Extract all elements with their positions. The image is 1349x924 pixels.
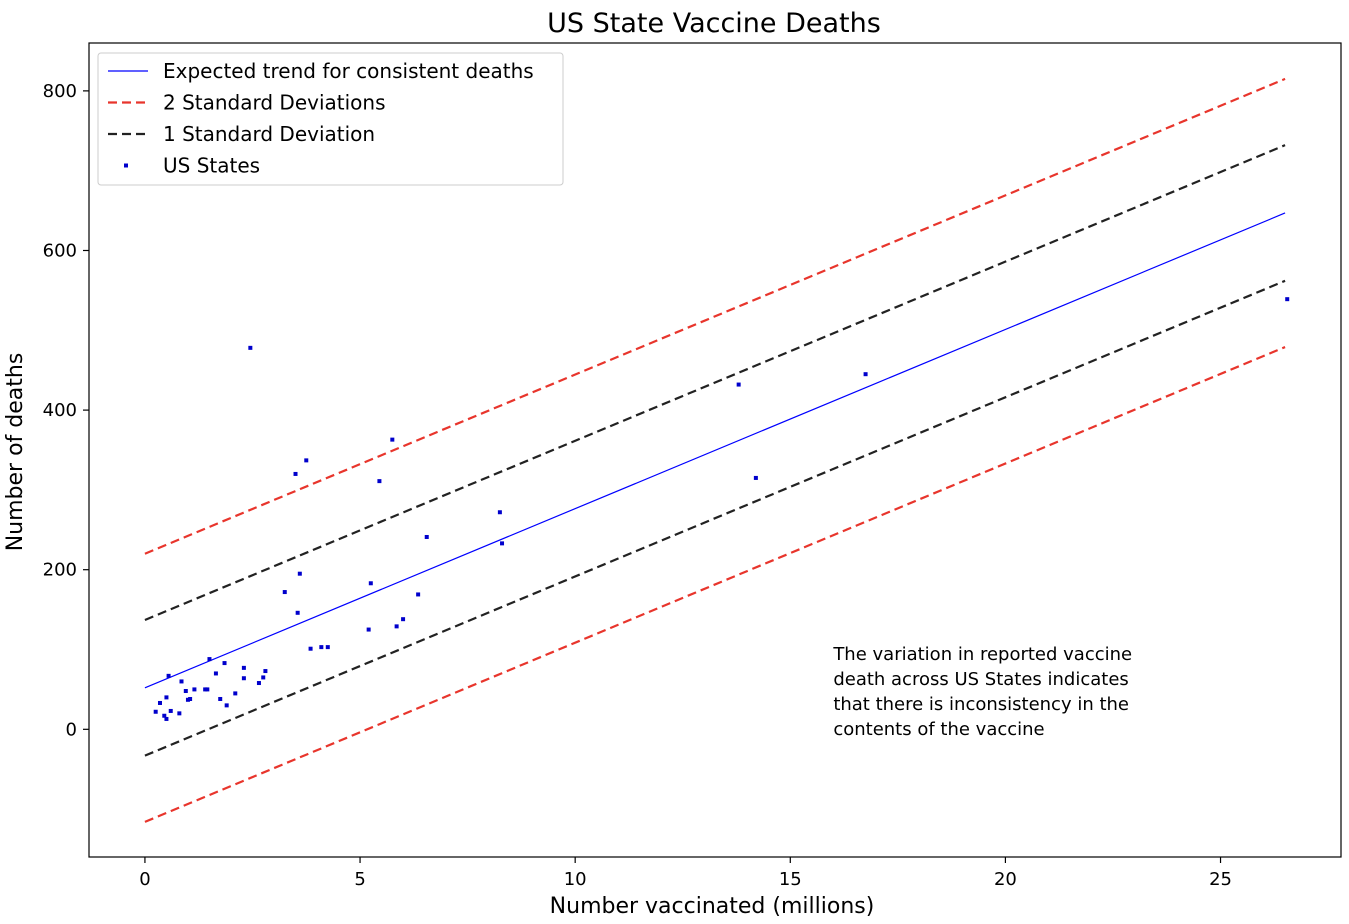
- state-point: [153, 709, 158, 714]
- chart-title: US State Vaccine Deaths: [547, 8, 881, 39]
- y-tick-label: 200: [43, 560, 77, 581]
- state-point: [1285, 297, 1290, 302]
- state-point: [390, 437, 395, 442]
- state-point: [192, 687, 197, 692]
- legend-swatch-point: [124, 163, 128, 168]
- state-points: [153, 297, 1290, 721]
- state-point: [185, 697, 190, 702]
- state-point: [261, 675, 266, 680]
- state-point: [304, 458, 309, 463]
- legend: Expected trend for consistent deaths 2 St…: [97, 52, 564, 186]
- state-point: [241, 676, 246, 681]
- state-point: [863, 372, 868, 377]
- state-point: [736, 382, 741, 387]
- x-tick-label: 25: [1209, 869, 1232, 890]
- y-tick-label: 400: [43, 400, 77, 421]
- state-point: [319, 645, 324, 650]
- state-point: [497, 510, 502, 515]
- state-point: [241, 665, 246, 670]
- annotation-line: The variation in reported vaccine: [832, 644, 1132, 665]
- state-point: [500, 541, 505, 546]
- x-tick-label: 5: [354, 869, 365, 890]
- series-line-1: [144, 77, 1286, 555]
- annotation-line: contents of the vaccine: [833, 719, 1044, 740]
- state-point: [222, 661, 227, 666]
- state-point: [203, 687, 208, 692]
- state-point: [188, 696, 193, 701]
- trend-lines: [144, 77, 1286, 823]
- y-axis-ticks: 0 200 400 600 800: [43, 81, 89, 740]
- series-line-0: [144, 212, 1286, 689]
- state-point: [157, 700, 162, 705]
- legend-label: US States: [163, 154, 260, 178]
- x-axis-ticks: 0 5 10 15 20 25: [139, 857, 1232, 890]
- y-tick-label: 800: [43, 81, 77, 102]
- series-line-3: [144, 144, 1286, 621]
- series-line-2: [144, 346, 1286, 823]
- state-point: [263, 669, 268, 674]
- state-point: [205, 687, 210, 692]
- series-line-4: [144, 279, 1286, 757]
- x-axis-label: Number vaccinated (millions): [550, 894, 875, 919]
- state-point: [366, 627, 371, 632]
- state-point: [218, 696, 223, 701]
- state-point: [297, 571, 302, 576]
- state-point: [183, 689, 188, 694]
- state-point: [377, 479, 382, 484]
- y-axis-label: Number of deaths: [3, 353, 28, 552]
- annotation-line: that there is inconsistency in the: [833, 694, 1129, 715]
- legend-label: 1 Standard Deviation: [163, 122, 375, 146]
- state-point: [416, 592, 421, 597]
- state-point: [213, 671, 218, 676]
- legend-label: 2 Standard Deviations: [163, 91, 386, 115]
- annotation-text: The variation in reported vaccine death a…: [832, 644, 1132, 740]
- state-point: [308, 646, 313, 651]
- state-point: [282, 590, 287, 595]
- state-point: [179, 679, 184, 684]
- y-tick-label: 600: [43, 240, 77, 261]
- x-tick-label: 0: [139, 869, 150, 890]
- state-point: [256, 681, 261, 686]
- legend-box: [97, 52, 564, 186]
- x-tick-label: 15: [779, 869, 802, 890]
- state-point: [394, 624, 399, 629]
- state-point: [368, 581, 373, 586]
- y-tick-label: 0: [66, 719, 77, 740]
- state-point: [224, 703, 229, 708]
- annotation-line: death across US States indicates: [833, 669, 1128, 690]
- state-point: [168, 708, 173, 713]
- state-point: [753, 475, 758, 480]
- state-point: [325, 645, 330, 650]
- state-point: [401, 617, 406, 622]
- state-point: [207, 657, 212, 662]
- state-point: [424, 534, 429, 539]
- state-point: [162, 713, 167, 718]
- state-point: [177, 711, 182, 716]
- legend-label: Expected trend for consistent deaths: [163, 59, 534, 83]
- state-point: [164, 695, 169, 700]
- x-tick-label: 10: [564, 869, 587, 890]
- state-point: [164, 716, 169, 721]
- state-point: [295, 610, 300, 615]
- x-tick-label: 20: [994, 869, 1017, 890]
- state-point: [166, 673, 171, 678]
- state-point: [233, 691, 238, 696]
- state-point: [293, 471, 298, 476]
- state-point: [248, 345, 253, 350]
